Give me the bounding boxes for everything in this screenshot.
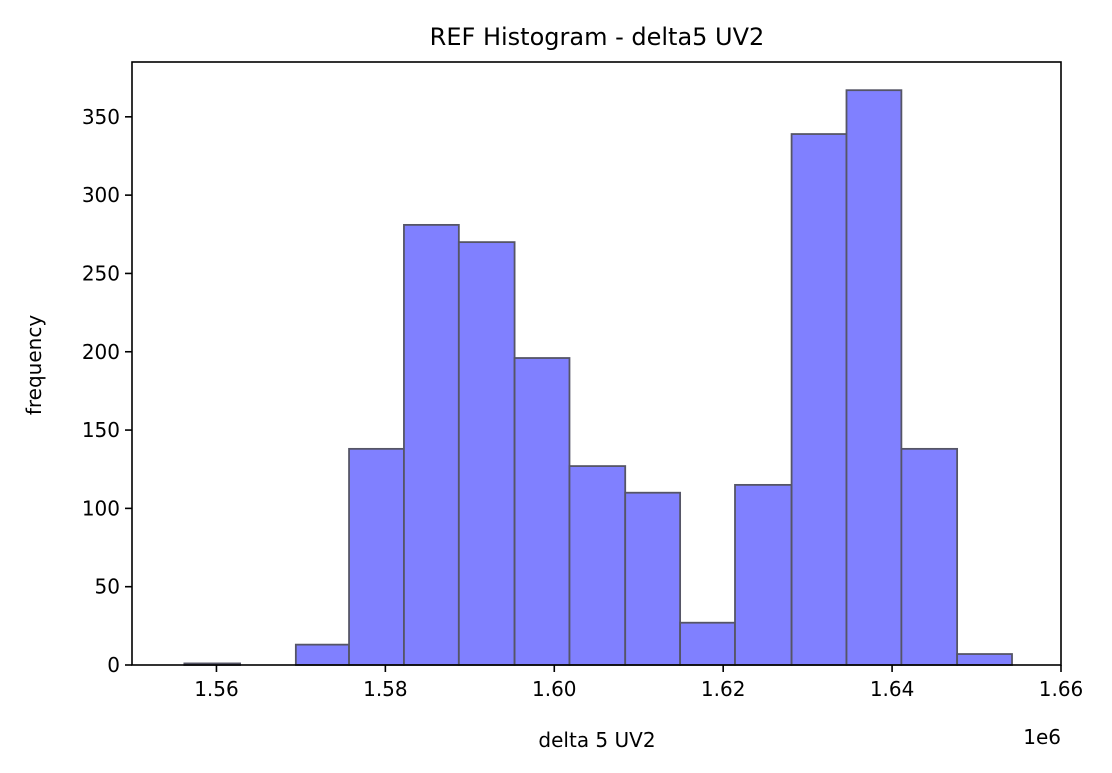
plot-frame [131, 61, 1062, 666]
histogram-bar [568, 465, 627, 666]
x-tick-label: 1.62 [701, 677, 746, 701]
x-tick-label: 1.64 [870, 677, 915, 701]
chart-title: REF Histogram - delta5 UV2 [430, 23, 765, 51]
x-axis-label: delta 5 UV2 [538, 728, 655, 752]
x-tick-label: 1.66 [1039, 677, 1084, 701]
histogram-bar [294, 643, 350, 666]
x-tick-label: 1.60 [532, 677, 577, 701]
y-tick-label: 300 [82, 183, 120, 207]
x-axis-offset-label: 1e6 [1023, 725, 1061, 749]
x-tick-label: 1.56 [194, 677, 239, 701]
histogram-bar [457, 241, 516, 666]
y-axis-ticks: 0 50 100 150 200 250 300 350 [82, 105, 132, 677]
y-axis-label: frequency [22, 315, 46, 415]
x-tick-label: 1.58 [363, 677, 408, 701]
x-axis-ticks: 1.56 1.58 1.60 1.62 1.64 1.66 [194, 665, 1083, 701]
y-tick-label: 0 [107, 653, 120, 677]
y-tick-label: 150 [82, 418, 120, 442]
histogram-bar [900, 447, 959, 666]
histogram-bar [845, 89, 903, 666]
histogram-bars [183, 89, 1013, 666]
y-tick-label: 200 [82, 340, 120, 364]
histogram-bar [624, 491, 682, 666]
histogram-bar [348, 447, 405, 666]
y-tick-label: 250 [82, 261, 120, 285]
y-tick-label: 100 [82, 496, 120, 520]
histogram-bar [790, 133, 848, 666]
histogram-bar [513, 357, 571, 666]
y-tick-label: 350 [82, 105, 120, 129]
histogram-bar [956, 653, 1013, 666]
histogram-bar [679, 621, 736, 666]
histogram-bar [734, 483, 793, 666]
y-tick-label: 50 [95, 575, 120, 599]
histogram-bar [403, 223, 460, 666]
